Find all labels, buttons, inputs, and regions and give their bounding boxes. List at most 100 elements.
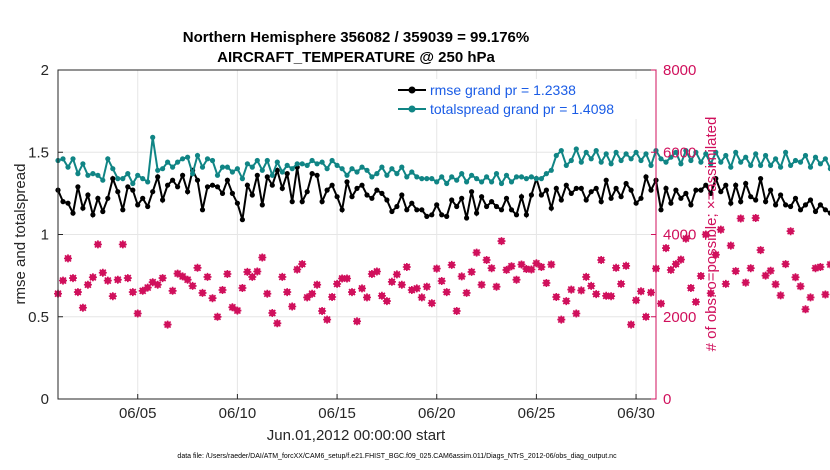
- obs-marker-circle: [94, 241, 102, 248]
- obs-marker-cross: [173, 269, 182, 278]
- series-0-point-104: [573, 185, 579, 191]
- series-1-point-113: [618, 157, 624, 164]
- obs-marker-circle: [642, 313, 650, 320]
- obs-marker-cross: [278, 272, 287, 281]
- series-0-point-1: [60, 199, 66, 205]
- obs-marker-cross: [427, 299, 436, 308]
- axes: 06/05 06/10 06/15 06/20 06/25 06/3000.511.520…: [28, 62, 696, 422]
- obs-marker-circle: [388, 278, 396, 285]
- series-1-point-42: [264, 157, 270, 164]
- obs-marker-circle: [448, 261, 455, 269]
- obs-marker-cross: [118, 240, 127, 249]
- series-1-point-101: [558, 148, 564, 154]
- obs-marker-circle: [677, 256, 685, 263]
- series-2-point-29: [198, 288, 207, 297]
- series-1-point-35: [229, 169, 235, 175]
- obs-marker-circle: [463, 289, 470, 297]
- series-1-point-55: [329, 157, 335, 164]
- series-1-point-122: [663, 159, 669, 165]
- obs-marker-cross: [138, 286, 147, 295]
- obs-marker-cross: [791, 273, 800, 282]
- obs-marker-cross: [233, 306, 242, 315]
- series-1-point-132: [713, 149, 719, 155]
- obs-marker-cross: [806, 293, 815, 302]
- obs-marker-circle: [807, 294, 814, 301]
- series-0-point-46: [284, 171, 290, 177]
- obs-marker-cross: [547, 260, 556, 269]
- series-2-point-113: [617, 279, 626, 288]
- obs-marker-circle: [612, 264, 620, 271]
- series-0-point-114: [623, 180, 629, 187]
- series-1-point-93: [518, 174, 525, 180]
- series-2-point-126: [681, 234, 690, 243]
- series-2-point-5: [78, 303, 87, 312]
- series-1-point-126: [683, 148, 689, 154]
- obs-marker-circle: [64, 255, 72, 262]
- series-0-point-69: [399, 192, 405, 198]
- series-2-point-23: [168, 286, 177, 295]
- y-left-tick-label-4: 2: [41, 62, 49, 79]
- series-2-point-122: [662, 244, 670, 253]
- series-1-point-13: [120, 176, 126, 182]
- series-1-point-143: [768, 162, 774, 168]
- series-2-point-136: [731, 267, 740, 276]
- obs-marker-cross: [811, 264, 820, 273]
- obs-marker-cross: [198, 288, 207, 297]
- obs-marker-cross: [602, 291, 611, 300]
- obs-marker-cross: [701, 230, 710, 239]
- obs-marker-cross: [532, 259, 541, 268]
- series-2-point-92: [512, 275, 521, 284]
- series-0-point-133: [718, 189, 724, 195]
- obs-marker-circle: [184, 276, 191, 283]
- obs-marker-cross: [228, 303, 237, 312]
- obs-marker-circle: [498, 237, 505, 245]
- obs-marker-cross: [637, 287, 645, 296]
- series-1-point-135: [728, 164, 734, 170]
- obs-marker-cross: [517, 260, 526, 269]
- series-2-point-82: [462, 288, 471, 297]
- series-2-point-93: [517, 260, 526, 269]
- series-0-point-116: [633, 200, 639, 206]
- series-1-point-8: [95, 172, 101, 178]
- series-1-point-105: [578, 159, 584, 165]
- series-1-point-91: [508, 179, 515, 185]
- series-0-point-74: [424, 213, 430, 219]
- obs-marker-cross: [467, 267, 476, 276]
- series-0-point-10: [105, 195, 111, 201]
- series-2-point-115: [627, 320, 636, 329]
- series-0-point-62: [364, 192, 370, 198]
- series-1-point-52: [314, 161, 320, 167]
- series-1-point-129: [698, 159, 704, 165]
- series-0-point-151: [807, 197, 814, 203]
- series-2-point-133: [716, 225, 725, 234]
- series-2-point-134: [721, 279, 730, 288]
- series-2-point-47: [288, 302, 297, 311]
- series-2-point-111: [607, 292, 616, 301]
- obs-marker-cross: [98, 268, 107, 277]
- series-1-point-58: [344, 172, 350, 178]
- series-1-point-68: [394, 171, 400, 177]
- series-0-point-135: [728, 200, 734, 206]
- legend: rmse grand pr = 1.2338 totalspread grand…: [395, 79, 650, 119]
- series-2-point-7: [88, 273, 97, 282]
- obs-marker-circle: [59, 277, 67, 284]
- series-0-point-148: [792, 195, 799, 201]
- series-0-point-61: [359, 182, 365, 188]
- series-0-point-123: [668, 200, 674, 206]
- obs-marker-cross: [163, 320, 172, 329]
- series-2-point-95: [527, 265, 536, 274]
- obs-marker-cross: [572, 309, 581, 318]
- series-2-point-112: [612, 263, 621, 272]
- series-0-point-137: [738, 199, 744, 205]
- series-1-point-114: [623, 151, 629, 157]
- series-1-point-153: [817, 161, 824, 167]
- obs-marker-circle: [538, 263, 545, 271]
- series-1-point-111: [608, 161, 614, 167]
- series-2-point-43: [268, 309, 277, 317]
- obs-marker-cross: [412, 284, 421, 293]
- series-0-point-82: [464, 215, 470, 221]
- series-0-point-73: [419, 207, 425, 213]
- series-0-point-26: [185, 189, 191, 195]
- obs-marker-circle: [632, 297, 640, 304]
- series-layer: [54, 134, 830, 329]
